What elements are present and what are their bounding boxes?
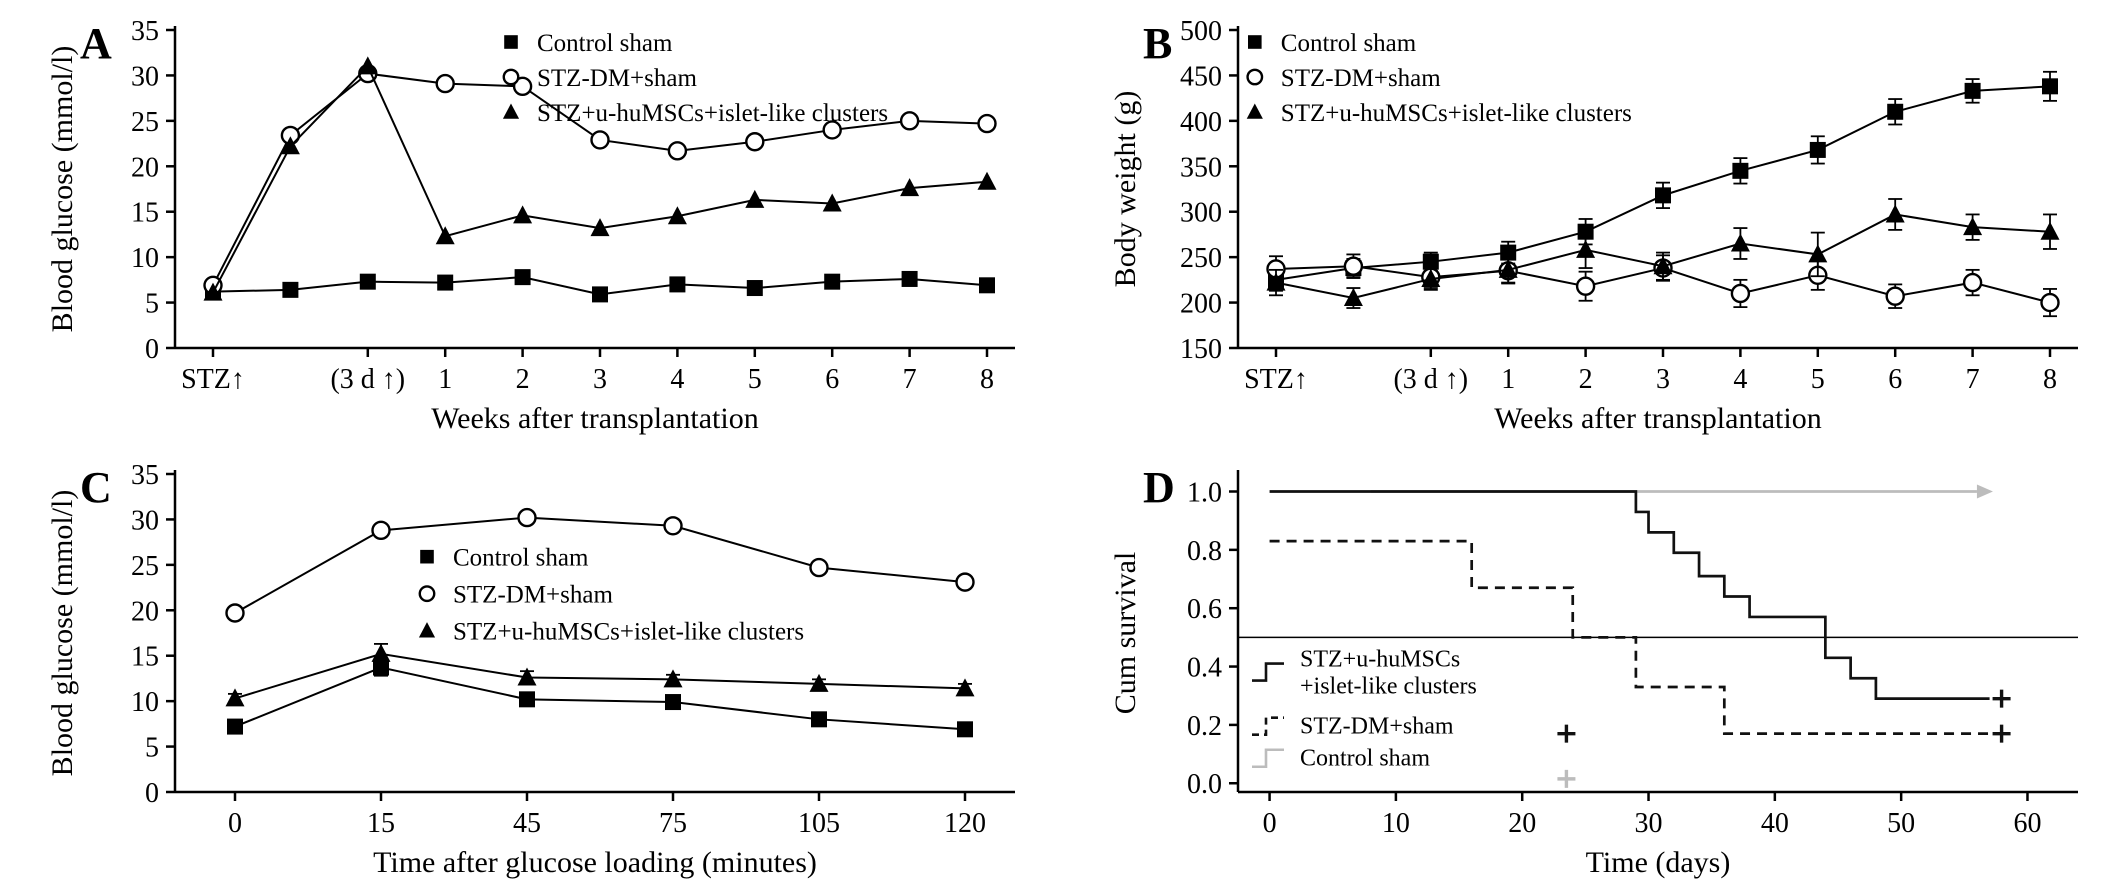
svg-text:10: 10: [131, 687, 159, 718]
svg-text:5: 5: [145, 733, 159, 764]
svg-text:D: D: [1143, 463, 1175, 512]
svg-text:C: C: [80, 463, 112, 512]
svg-text:25: 25: [131, 551, 159, 582]
svg-text:0.6: 0.6: [1187, 594, 1222, 625]
svg-text:300: 300: [1180, 198, 1222, 229]
svg-text:Weeks after transplantation: Weeks after transplantation: [431, 402, 758, 435]
svg-text:200: 200: [1180, 289, 1222, 320]
svg-text:7: 7: [903, 364, 917, 395]
svg-text:15: 15: [131, 198, 159, 229]
svg-text:2: 2: [1579, 364, 1593, 395]
svg-text:3: 3: [593, 364, 607, 395]
svg-text:B: B: [1143, 19, 1172, 68]
svg-text:6: 6: [1888, 364, 1902, 395]
svg-text:1: 1: [438, 364, 452, 395]
svg-text:15: 15: [131, 642, 159, 673]
svg-text:20: 20: [131, 596, 159, 627]
svg-text:35: 35: [131, 460, 159, 491]
svg-text:15: 15: [367, 808, 395, 839]
svg-text:STZ+u-huMSCs: STZ+u-huMSCs: [1300, 647, 1460, 673]
svg-text:STZ↑: STZ↑: [1244, 364, 1308, 395]
svg-text:1.0: 1.0: [1187, 478, 1222, 509]
svg-text:500: 500: [1180, 16, 1222, 47]
svg-text:4: 4: [670, 364, 684, 395]
svg-text:+islet-like clusters: +islet-like clusters: [1300, 674, 1477, 700]
svg-text:35: 35: [131, 16, 159, 47]
svg-text:0.4: 0.4: [1187, 653, 1222, 684]
svg-text:STZ-DM+sham: STZ-DM+sham: [1300, 714, 1454, 740]
svg-text:105: 105: [798, 808, 840, 839]
svg-text:150: 150: [1180, 334, 1222, 365]
svg-text:0.2: 0.2: [1187, 711, 1222, 742]
svg-text:Body weight (g): Body weight (g): [1109, 91, 1142, 288]
svg-text:0: 0: [145, 778, 159, 809]
svg-text:250: 250: [1180, 243, 1222, 274]
svg-text:5: 5: [145, 289, 159, 320]
svg-text:5: 5: [1811, 364, 1825, 395]
svg-text:(3 d ↑): (3 d ↑): [330, 364, 405, 395]
svg-text:Control sham: Control sham: [537, 30, 673, 57]
svg-text:6: 6: [825, 364, 839, 395]
svg-text:120: 120: [944, 808, 986, 839]
svg-text:(3 d ↑): (3 d ↑): [1393, 364, 1468, 395]
svg-text:25: 25: [131, 107, 159, 138]
svg-text:Time after glucose loading (mi: Time after glucose loading (minutes): [373, 846, 817, 879]
panel-d-chart: D 0.0 0.2 0.4 0.6 0.8 1.0 Cum survival 0 10 20 30 40…: [1109, 463, 2078, 879]
svg-text:A: A: [80, 19, 112, 68]
svg-text:Blood glucose (mmol/l): Blood glucose (mmol/l): [46, 490, 79, 777]
svg-text:45: 45: [513, 808, 541, 839]
panel-c-chart: C 0 5 10 15 20 25 30 35 Blood glucose (mmol/l) 0 15…: [46, 460, 1015, 879]
svg-text:30: 30: [1635, 808, 1663, 839]
svg-text:0: 0: [1263, 808, 1277, 839]
svg-text:0.0: 0.0: [1187, 769, 1222, 800]
svg-text:50: 50: [1887, 808, 1915, 839]
svg-text:75: 75: [659, 808, 687, 839]
svg-text:STZ↑: STZ↑: [181, 364, 245, 395]
svg-text:Time (days): Time (days): [1586, 846, 1731, 879]
svg-text:40: 40: [1761, 808, 1789, 839]
svg-text:7: 7: [1966, 364, 1980, 395]
svg-text:30: 30: [131, 61, 159, 92]
svg-text:STZ-DM+sham: STZ-DM+sham: [1281, 65, 1441, 92]
svg-text:STZ+u-huMSCs+islet-like cluste: STZ+u-huMSCs+islet-like clusters: [453, 619, 804, 646]
panel-b-chart: B 150 200 250 300 350 400 450 500 Body weight (g)…: [1109, 16, 2078, 435]
svg-text:350: 350: [1180, 152, 1222, 183]
svg-text:0: 0: [228, 808, 242, 839]
svg-text:0: 0: [145, 334, 159, 365]
svg-text:10: 10: [1382, 808, 1410, 839]
svg-text:Weeks after transplantation: Weeks after transplantation: [1494, 402, 1821, 435]
svg-text:Cum survival: Cum survival: [1109, 552, 1142, 715]
svg-text:Control sham: Control sham: [453, 545, 589, 572]
svg-text:5: 5: [748, 364, 762, 395]
svg-text:8: 8: [980, 364, 994, 395]
svg-text:STZ-DM+sham: STZ-DM+sham: [453, 582, 613, 609]
svg-text:1: 1: [1501, 364, 1515, 395]
svg-text:400: 400: [1180, 107, 1222, 138]
svg-text:Control sham: Control sham: [1281, 30, 1417, 57]
svg-text:450: 450: [1180, 61, 1222, 92]
svg-text:3: 3: [1656, 364, 1670, 395]
svg-text:8: 8: [2043, 364, 2057, 395]
svg-text:20: 20: [1508, 808, 1536, 839]
svg-text:Control sham: Control sham: [1300, 746, 1430, 772]
svg-text:10: 10: [131, 243, 159, 274]
svg-text:0.8: 0.8: [1187, 536, 1222, 567]
svg-text:60: 60: [2013, 808, 2041, 839]
svg-text:4: 4: [1733, 364, 1747, 395]
svg-text:Blood glucose (mmol/l): Blood glucose (mmol/l): [46, 46, 79, 333]
svg-text:2: 2: [516, 364, 530, 395]
svg-text:20: 20: [131, 152, 159, 183]
svg-text:STZ+u-huMSCs+islet-like cluste: STZ+u-huMSCs+islet-like clusters: [537, 100, 888, 127]
svg-text:STZ-DM+sham: STZ-DM+sham: [537, 65, 697, 92]
svg-text:30: 30: [131, 505, 159, 536]
svg-text:STZ+u-huMSCs+islet-like cluste: STZ+u-huMSCs+islet-like clusters: [1281, 100, 1632, 127]
